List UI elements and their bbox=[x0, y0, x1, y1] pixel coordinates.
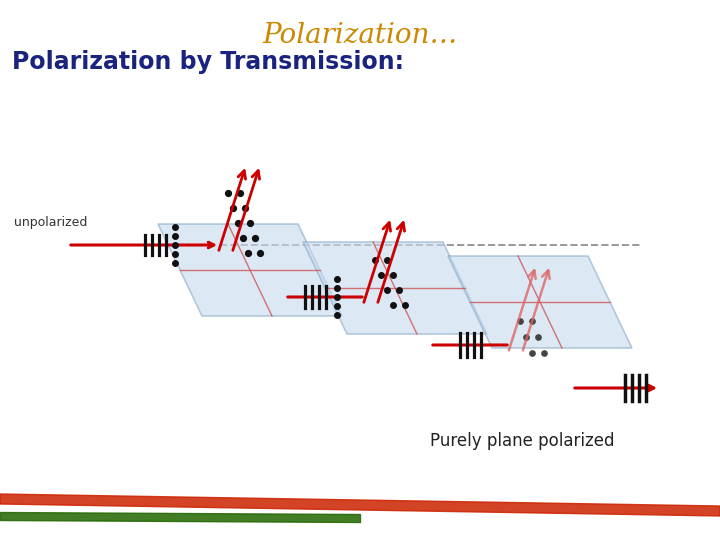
Text: Polarization by Transmission:: Polarization by Transmission: bbox=[12, 50, 404, 74]
Text: unpolarized: unpolarized bbox=[14, 216, 87, 229]
Text: Polarization…: Polarization… bbox=[262, 22, 458, 49]
Polygon shape bbox=[448, 256, 632, 348]
Polygon shape bbox=[158, 224, 342, 316]
Text: Purely plane polarized: Purely plane polarized bbox=[430, 432, 614, 450]
Polygon shape bbox=[303, 242, 487, 334]
